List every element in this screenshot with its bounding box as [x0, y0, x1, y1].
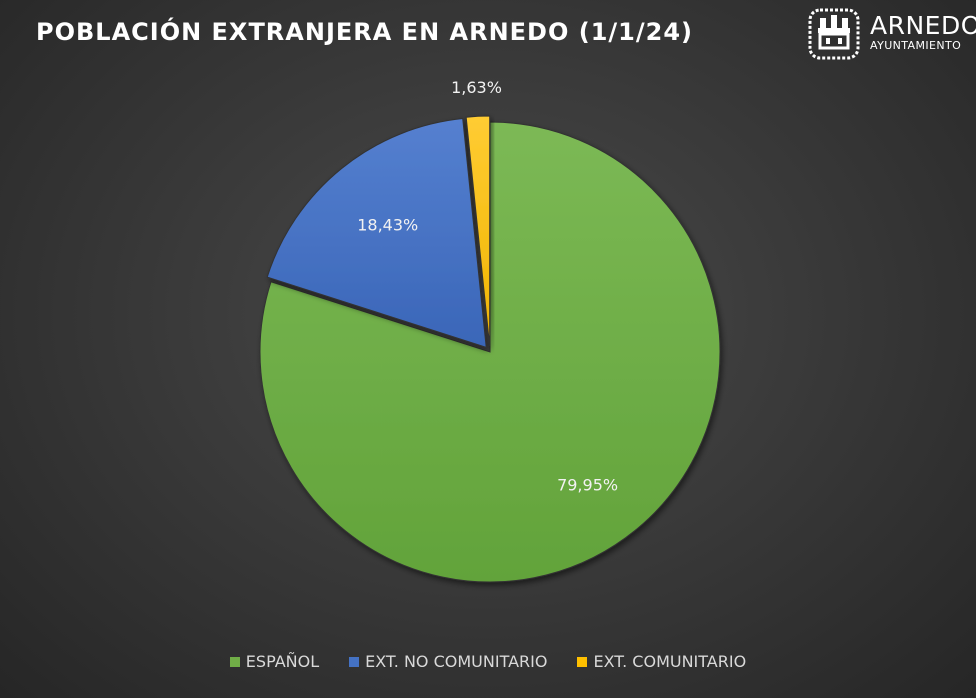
legend-item-2: EXT. NO COMUNITARIO — [349, 652, 547, 671]
chart-title: POBLACIÓN EXTRANJERA EN ARNEDO (1/1/24) — [36, 18, 693, 46]
pie-slice-1 — [259, 121, 721, 583]
legend-label: EXT. NO COMUNITARIO — [365, 652, 548, 671]
legend-label: EXT. COMUNITARIO — [593, 652, 747, 671]
data-label-1: 79,95% — [557, 475, 618, 494]
logo-name: ARNEDO — [870, 11, 976, 40]
arnedo-logo: ARNEDO AYUNTAMIENTO — [806, 6, 976, 62]
coat-of-arms-icon — [808, 8, 860, 60]
legend-item-3: EXT. COMUNITARIO — [577, 652, 746, 671]
data-label-3: 1,63% — [451, 78, 502, 97]
pie-slice-3 — [465, 115, 491, 347]
legend-swatch — [229, 656, 240, 667]
legend-label: ESPAÑOL — [245, 652, 320, 671]
legend-swatch — [577, 656, 588, 667]
legend-swatch — [349, 656, 360, 667]
data-label-2: 18,43% — [357, 215, 418, 234]
pie-slice-2 — [266, 117, 487, 349]
chart-legend: ESPAÑOL EXT. NO COMUNITARIO EXT. COMUNITAR… — [0, 652, 976, 671]
logo-subtitle: AYUNTAMIENTO — [870, 39, 962, 52]
legend-item-1: ESPAÑOL — [229, 652, 320, 671]
